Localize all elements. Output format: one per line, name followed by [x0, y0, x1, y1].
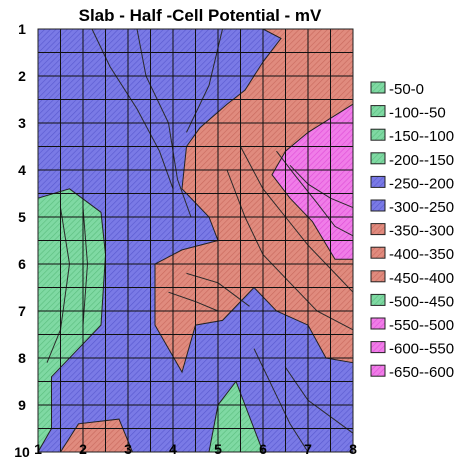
legend-label: -150--100	[389, 128, 454, 145]
contour-line-1	[91, 28, 174, 189]
y-tick-label: 5	[18, 209, 26, 225]
y-tick-label: 3	[18, 115, 26, 131]
chart-title: Slab - Half -Cell Potential - mV	[79, 6, 322, 25]
x-tick-label: 3	[124, 441, 132, 457]
contour-line-7	[240, 146, 354, 293]
legend-item: -550--500	[370, 317, 454, 334]
legend-swatch	[370, 81, 386, 94]
y-axis-ticks: 1 2 3 4 5 6 7 8 9 10	[14, 21, 30, 460]
y-tick-label: 4	[18, 162, 26, 178]
plot-border	[37, 28, 354, 453]
x-axis-ticks: 1 2 3 4 5 6 7 8	[34, 441, 357, 457]
legend-swatch	[370, 152, 386, 165]
y-tick-label: 2	[18, 68, 26, 84]
legend-item: -450--400	[370, 270, 454, 287]
legend-label: -100--50	[389, 105, 446, 122]
legend-label: -450--400	[389, 270, 454, 287]
contour-line-3	[46, 207, 71, 363]
legend-label: -650--600	[389, 364, 454, 381]
legend-label: -200--150	[389, 152, 454, 169]
y-tick-label: 9	[18, 397, 26, 413]
x-tick-label: 1	[34, 441, 42, 457]
y-tick-label: 6	[18, 256, 26, 272]
x-tick-label: 5	[214, 441, 222, 457]
x-tick-label: 6	[259, 441, 267, 457]
legend-item: -350--300	[370, 223, 454, 240]
legend-label: -400--350	[389, 246, 454, 263]
legend-item: -500--450	[370, 293, 454, 310]
x-tick-label: 4	[169, 441, 177, 457]
legend-item: -400--350	[370, 246, 454, 263]
legend-swatch	[370, 364, 386, 377]
legend-swatch	[370, 199, 386, 212]
legend-swatch	[370, 175, 386, 188]
legend: -50-0 -100--50 -150--100 -200--150 -250--200…	[370, 81, 454, 381]
y-tick-label: 8	[18, 350, 26, 366]
legend-item: -250--200	[370, 175, 454, 192]
legend-swatch	[370, 341, 386, 354]
contour-line-6	[289, 164, 354, 209]
y-tick-label: 7	[18, 303, 26, 319]
legend-label: -500--450	[389, 293, 454, 310]
contour-line-5	[276, 150, 354, 237]
legend-swatch	[370, 246, 386, 259]
y-tick-label: 10	[14, 444, 30, 460]
legend-swatch	[370, 293, 386, 306]
legend-item: -600--550	[370, 341, 454, 358]
legend-item: -300--250	[370, 199, 454, 216]
legend-swatch	[370, 105, 386, 118]
legend-label: -600--550	[389, 341, 454, 358]
legend-label: -50-0	[389, 81, 424, 98]
legend-item: -650--600	[370, 364, 454, 381]
legend-swatch	[370, 223, 386, 236]
legend-label: -350--300	[389, 223, 454, 240]
x-tick-label: 8	[349, 441, 357, 457]
legend-swatch	[370, 270, 386, 283]
legend-item: -150--100	[370, 128, 454, 145]
legend-item: -200--150	[370, 152, 454, 169]
x-tick-label: 7	[304, 441, 312, 457]
legend-swatch	[370, 317, 386, 330]
contour-line-8	[226, 169, 354, 331]
x-tick-label: 2	[79, 441, 87, 457]
legend-label: -550--500	[389, 317, 454, 334]
legend-label: -250--200	[389, 175, 454, 192]
legend-label: -300--250	[389, 199, 454, 216]
legend-item: -100--50	[370, 105, 446, 122]
legend-swatch	[370, 128, 386, 141]
y-tick-label: 1	[18, 21, 26, 37]
contour-region-3	[37, 188, 107, 454]
contour-region-2	[271, 103, 354, 260]
legend-item: -50-0	[370, 81, 424, 98]
